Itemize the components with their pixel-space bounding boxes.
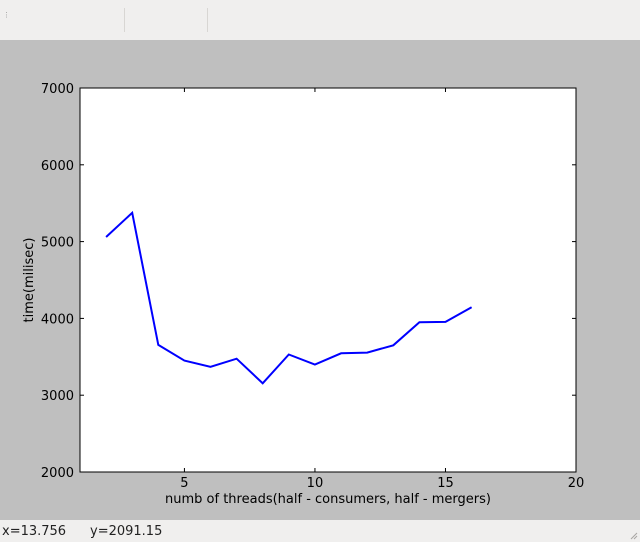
cursor-x-readout: x=13.756 [2, 524, 67, 539]
x-axis-label: numb of threads(half - consumers, half -… [165, 492, 491, 507]
status-bar: x=13.756 y=2091.15 [0, 520, 640, 542]
x-tick-label: 10 [307, 476, 324, 491]
navigation-toolbar: ⋮ [0, 0, 640, 40]
plot-area [80, 88, 576, 472]
y-tick-label: 4000 [41, 312, 74, 327]
y-tick-label: 6000 [41, 159, 74, 174]
toolbar-separator [124, 8, 125, 32]
toolbar-button-slot-1[interactable] [40, 6, 120, 34]
cursor-y-readout: y=2091.15 [90, 524, 163, 539]
x-tick-label: 20 [568, 476, 585, 491]
series-layer [105, 210, 473, 385]
resize-grip-icon[interactable] [628, 530, 638, 540]
toolbar-button-slot-2[interactable] [126, 6, 206, 34]
toolbar-handle-icon[interactable]: ⋮ [3, 11, 10, 19]
x-tick-label: 5 [180, 476, 188, 491]
y-tick-label: 2000 [41, 466, 74, 481]
y-tick-label: 3000 [41, 389, 74, 404]
plot-frame [79, 87, 577, 473]
y-tick-label: 5000 [41, 236, 74, 251]
ticks-layer: 5 10 15 20 2000 3000 4000 5000 6000 7000 [41, 82, 584, 491]
y-tick-label: 7000 [41, 82, 74, 97]
figure-canvas[interactable]: 5 10 15 20 2000 3000 4000 5000 6000 7000 numb of … [0, 40, 640, 520]
y-axis-label: time(milisec) [22, 238, 37, 323]
line-chart: 5 10 15 20 2000 3000 4000 5000 6000 7000 numb of … [22, 82, 584, 507]
toolbar-separator [207, 8, 208, 32]
x-tick-label: 15 [437, 476, 454, 491]
